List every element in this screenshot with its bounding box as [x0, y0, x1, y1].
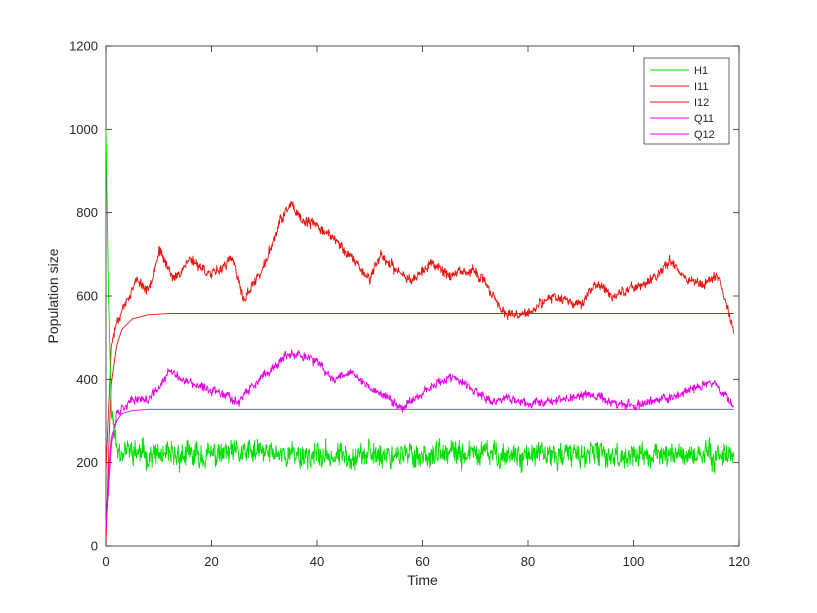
- x-axis-label: Time: [407, 572, 438, 588]
- y-tick-label: 200: [76, 455, 98, 470]
- x-axis: 0 20 40 60 80 100 120: [102, 554, 749, 569]
- y-tick-label: 400: [76, 372, 98, 387]
- series-line-h1: [105, 129, 735, 475]
- y-tick-label: 0: [91, 539, 98, 554]
- legend-label-q11: Q11: [694, 113, 714, 125]
- legend-label-i11: I11: [694, 81, 708, 93]
- legend-label-i12: I12: [694, 97, 709, 109]
- y-tick-label: 1200: [69, 39, 98, 54]
- legend: H1 I11 I12 Q11 Q12: [643, 57, 730, 145]
- series-line-i12: [105, 200, 735, 472]
- y-tick-label: 600: [76, 289, 98, 304]
- x-tick-label: 20: [204, 554, 218, 569]
- series-line-q12: [105, 349, 735, 530]
- legend-box: [643, 57, 730, 145]
- series-line-i11: [105, 313, 734, 547]
- plot-area: [105, 45, 740, 547]
- y-axis-label: Population size: [45, 248, 61, 343]
- x-tick-label: 120: [728, 554, 750, 569]
- y-tick-label: 1000: [69, 122, 98, 137]
- legend-label-q12: Q12: [694, 129, 715, 141]
- x-tick-label: 100: [623, 554, 645, 569]
- legend-label-h1: H1: [694, 65, 708, 77]
- tick-marks: [105, 45, 740, 547]
- series-layer: [105, 129, 735, 547]
- x-tick-label: 80: [521, 554, 535, 569]
- y-axis: 0 200 400 600 800 1000 1200: [69, 39, 98, 554]
- y-tick-label: 800: [76, 205, 98, 220]
- x-tick-label: 60: [415, 554, 429, 569]
- x-tick-label: 0: [102, 554, 109, 569]
- x-tick-label: 40: [310, 554, 324, 569]
- series-line-q11: [105, 408, 734, 530]
